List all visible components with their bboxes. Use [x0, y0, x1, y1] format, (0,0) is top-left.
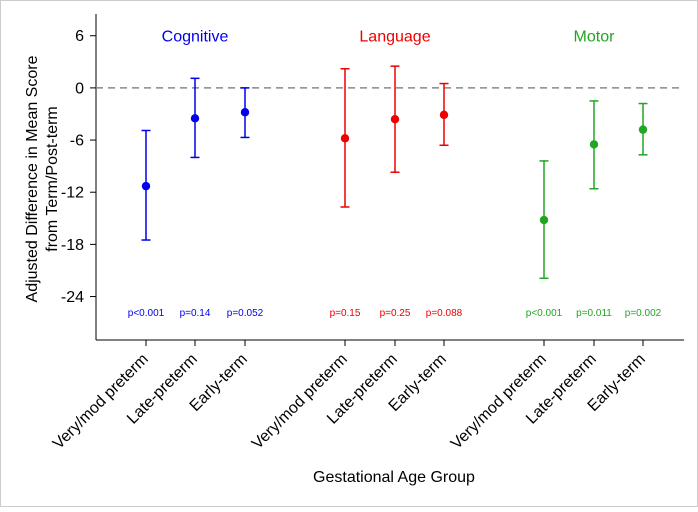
point-estimate: [340, 134, 350, 143]
p-value-label: p=0.14: [180, 308, 211, 319]
point-estimate: [390, 114, 400, 124]
y-tick-label: 0: [75, 80, 84, 97]
p-value-label: p=0.052: [227, 308, 264, 319]
p-value-label: p<0.001: [128, 308, 165, 319]
y-tick-label: 6: [75, 28, 84, 45]
group-title-motor: Motor: [574, 29, 616, 46]
p-value-label: p=0.088: [426, 308, 463, 319]
p-value-label: p=0.25: [380, 308, 411, 319]
p-value-label: p<0.001: [526, 308, 563, 319]
p-value-label: p=0.011: [576, 308, 612, 319]
x-axis-label: Gestational Age Group: [313, 469, 475, 486]
p-value-label: p=0.002: [625, 308, 662, 319]
group-title-language: Language: [359, 29, 430, 46]
point-estimate: [240, 108, 250, 117]
group-title-cognitive: Cognitive: [162, 29, 229, 46]
point-estimate: [141, 181, 151, 191]
y-axis-label-line-1: Adjusted Difference in Mean Score: [24, 55, 41, 302]
point-estimate: [638, 125, 648, 134]
point-estimate: [589, 140, 599, 149]
point-estimate: [539, 215, 549, 225]
y-tick-label: -24: [61, 289, 84, 306]
point-estimate: [439, 110, 449, 120]
y-tick-label: -6: [70, 133, 84, 150]
y-axis-label-line-2: from Term/Post-term: [44, 106, 61, 252]
y-tick-label: -12: [61, 185, 84, 202]
p-value-label: p=0.15: [330, 308, 361, 319]
y-tick-label: -18: [61, 237, 84, 254]
point-estimate: [190, 114, 200, 123]
